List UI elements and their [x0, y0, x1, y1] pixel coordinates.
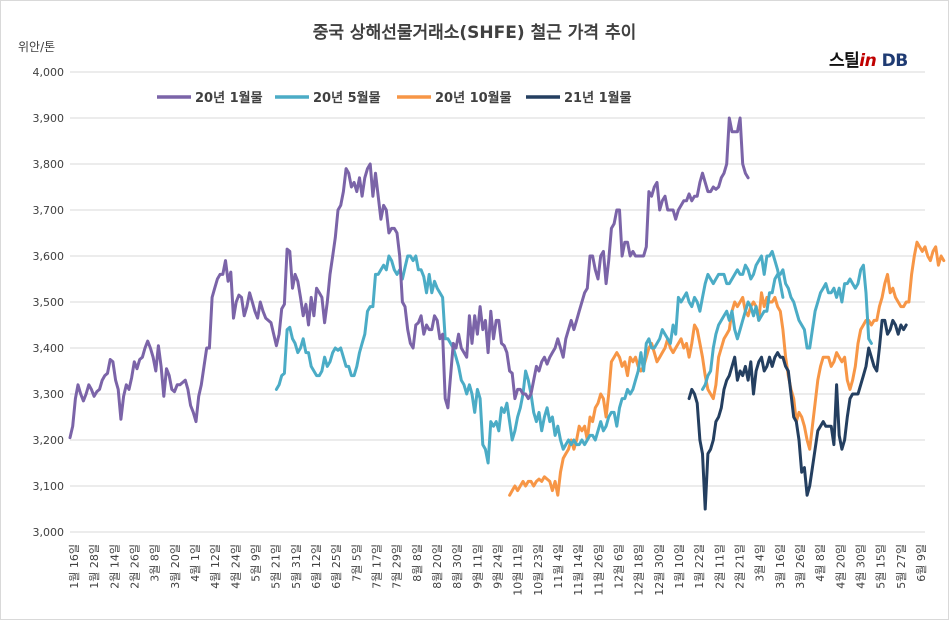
x-tick-label: 2월 14일 [107, 544, 121, 589]
brand-part-steel: 스틸 [829, 51, 860, 71]
y-tick-label: 3,700 [33, 204, 65, 217]
x-tick-label: 2월 21일 [733, 544, 747, 589]
y-tick-label: 3,200 [33, 434, 65, 447]
x-tick-label: 5월 31일 [289, 544, 303, 589]
x-tick-label: 12월 18일 [632, 544, 646, 596]
grid-lines [70, 71, 925, 533]
y-tick-label: 3,400 [33, 342, 65, 355]
series-line-1 [274, 249, 785, 465]
x-tick-label: 4월 1일 [188, 544, 202, 582]
x-tick-label: 2월 26일 [128, 544, 142, 589]
x-tick-label: 5월 9일 [249, 544, 263, 582]
y-tick-label: 3,600 [33, 250, 65, 263]
x-tick-label: 4월 12일 [208, 544, 222, 589]
x-tick-label: 3월 16일 [773, 544, 787, 589]
x-tick-label: 3월 4일 [753, 544, 767, 582]
series-line-3 [687, 318, 908, 511]
brand-part-db: DB [876, 51, 909, 71]
x-tick-label: 8월 30일 [450, 544, 464, 589]
brand-logo: 스틸in DB [829, 46, 908, 71]
x-axis-ticks: 1월 16일 1월 28일 2월 14일 2월 26일 3월 8일 3월 20일 4월 1일… [67, 544, 928, 596]
legend-label: 20년 5월물 [313, 90, 381, 106]
x-tick-label: 1월 28일 [87, 544, 101, 589]
x-tick-label: 7월 5일 [349, 544, 363, 582]
y-tick-label: 3,800 [33, 158, 65, 171]
x-tick-label: 10월 23일 [531, 544, 545, 596]
x-tick-label: 11월 4일 [551, 544, 565, 589]
x-tick-label: 9월 11일 [470, 544, 484, 589]
x-tick-label: 10월 11일 [511, 544, 525, 596]
y-tick-label: 3,900 [33, 112, 65, 125]
y-tick-label: 4,000 [33, 66, 65, 79]
y-tick-label: 3,500 [33, 296, 65, 309]
legend: 20년 1월물 20년 5월물 20년 10월물 21년 1월물 [157, 90, 632, 106]
legend-label: 20년 1월물 [195, 90, 263, 106]
x-tick-label: 7월 17일 [370, 544, 384, 589]
x-tick-label: 8월 8일 [410, 544, 424, 582]
y-axis-unit-label: 위안/톤 [18, 40, 56, 54]
chart-title: 중국 상해선물거래소(SHFE) 철근 가격 추이 [312, 23, 637, 43]
series-line-0 [68, 116, 750, 440]
x-tick-label: 3월 20일 [168, 544, 182, 589]
x-tick-label: 4월 30일 [854, 544, 868, 589]
x-tick-label: 9월 24일 [491, 544, 505, 589]
x-tick-label: 3월 8일 [148, 544, 162, 582]
x-tick-label: 6월 25일 [329, 544, 343, 589]
x-tick-label: 12월 6일 [612, 544, 626, 589]
x-tick-label: 6월 9일 [914, 544, 928, 582]
x-tick-label: 3월 26일 [793, 544, 807, 589]
x-tick-label: 7월 29일 [390, 544, 404, 589]
x-tick-label: 5월 15일 [874, 544, 888, 589]
y-tick-label: 3,000 [33, 526, 65, 539]
x-tick-label: 8월 20일 [430, 544, 444, 589]
legend-label: 20년 10월물 [435, 90, 512, 106]
x-tick-label: 11월 14일 [571, 544, 585, 596]
brand-part-in: in [859, 51, 877, 71]
x-tick-label: 11월 26일 [591, 544, 605, 596]
x-tick-label: 1월 10일 [672, 544, 686, 589]
y-tick-label: 3,100 [33, 480, 65, 493]
x-tick-label: 4월 20일 [833, 544, 847, 589]
y-tick-label: 3,300 [33, 388, 65, 401]
legend-label: 21년 1월물 [564, 90, 632, 106]
x-tick-label: 6월 12일 [309, 544, 323, 589]
x-tick-label: 5월 21일 [269, 544, 283, 589]
x-tick-label: 1월 22일 [692, 544, 706, 589]
x-tick-label: 4월 24일 [228, 544, 242, 589]
x-tick-label: 5월 27일 [894, 544, 908, 589]
series-line-2 [508, 240, 946, 497]
series-line-1-after-gap [701, 263, 873, 391]
x-tick-label: 1월 16일 [67, 544, 81, 589]
x-tick-label: 2월 11일 [712, 544, 726, 589]
series-lines [68, 116, 946, 511]
x-tick-label: 4월 8일 [813, 544, 827, 582]
x-tick-label: 12월 30일 [652, 544, 666, 596]
y-axis-ticks: 3,000 3,100 3,200 3,300 3,400 3,500 3,600 3,700… [33, 66, 65, 539]
